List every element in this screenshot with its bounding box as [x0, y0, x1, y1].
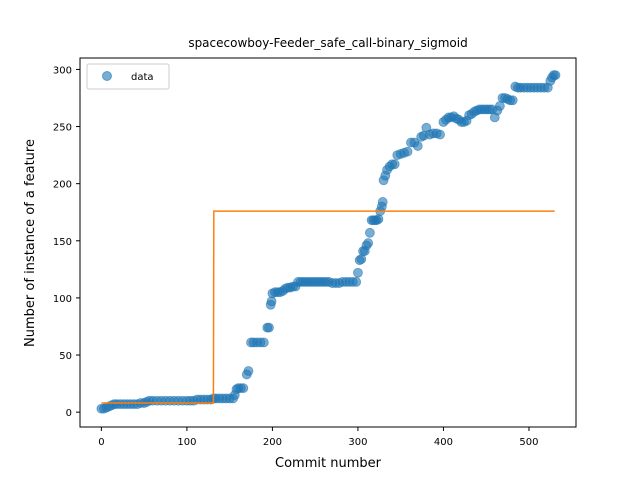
y-tick-label: 250 [53, 123, 72, 134]
legend-marker-data [102, 71, 112, 81]
legend-box [86, 63, 170, 90]
fitted-sigmoid-line [101, 210, 555, 404]
x-tick-label: 400 [434, 437, 453, 448]
series-data-points [96, 70, 561, 414]
data-point [238, 383, 249, 394]
x-tick-label: 100 [177, 437, 196, 448]
data-point [264, 322, 274, 333]
y-tick-label: 200 [53, 180, 72, 191]
x-tick-label: 200 [263, 437, 282, 448]
y-tick-label: 50 [59, 351, 72, 362]
data-point [353, 267, 363, 278]
chart-title: spacecowboy-Feeder_safe_call-binary_sigm… [188, 36, 467, 50]
x-tick-label: 500 [519, 437, 538, 448]
data-point [351, 277, 362, 287]
data-point [364, 227, 375, 238]
y-tick-label: 300 [53, 65, 72, 76]
data-point [377, 197, 388, 207]
data-point [435, 129, 445, 140]
data-point [507, 95, 518, 106]
legend: data [86, 63, 170, 90]
legend-label-data: data [131, 72, 154, 83]
y-tick-label: 150 [53, 237, 72, 248]
y-tick-label: 100 [53, 294, 72, 305]
data-point [373, 214, 384, 224]
plot-area [96, 70, 561, 414]
data-point [389, 159, 400, 170]
data-point [266, 296, 277, 307]
y-axis-label: Number of instance of a feature [23, 139, 38, 347]
data-point [243, 366, 254, 376]
data-point [550, 70, 561, 81]
data-point [363, 238, 374, 248]
data-point [412, 141, 423, 151]
axes-frame [79, 57, 577, 428]
data-point [402, 146, 413, 157]
x-tick-label: 300 [348, 437, 367, 448]
x-axis-label: Commit number [275, 456, 382, 471]
data-point [258, 337, 269, 348]
x-tick-label: 0 [98, 437, 104, 448]
axes: 0 100 200 300 400 500 0 50 100 150 200 250 300 [53, 57, 577, 448]
y-tick-label: 0 [66, 408, 72, 419]
